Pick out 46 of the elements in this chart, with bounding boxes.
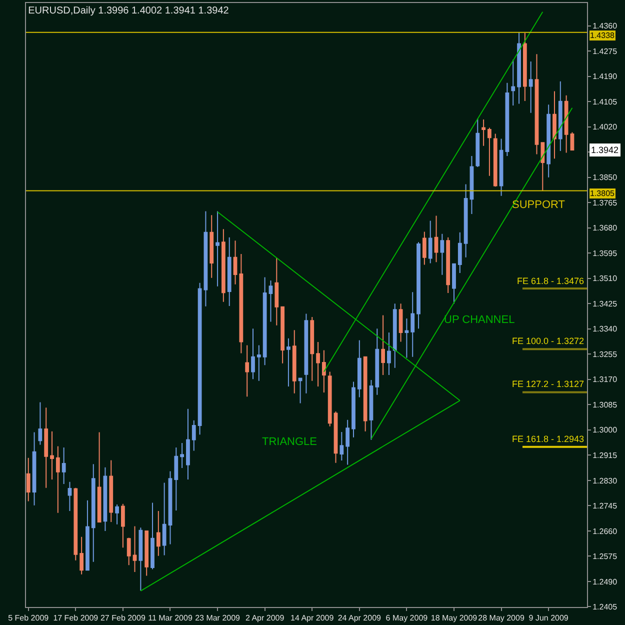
x-tick-label: 11 Mar 2009 (148, 614, 193, 623)
x-tick-label: 28 May 2009 (478, 614, 525, 623)
annotation: TRIANGLE (262, 436, 318, 448)
y-tick-label: 1.3085 (592, 400, 618, 410)
x-tick-label: 14 Apr 2009 (290, 614, 334, 623)
y-tick-label: 1.3765 (592, 198, 618, 208)
annotation: 1.3942 (591, 145, 619, 155)
y-tick-label: 1.2915 (592, 450, 618, 460)
x-tick-label: 18 May 2009 (430, 614, 478, 623)
y-tick-label: 1.3510 (592, 274, 618, 284)
x-tick-label: 5 Feb 2009 (8, 614, 50, 623)
y-tick-label: 1.3850 (592, 173, 618, 182)
y-tick-label: 1.4275 (592, 46, 618, 56)
ref-line-label: FE 61.8 - 1.3476 (517, 276, 584, 286)
x-tick-label: 27 Feb 2009 (100, 614, 146, 623)
y-tick-label: 1.3680 (592, 224, 618, 233)
y-tick-label: 1.2830 (592, 476, 618, 486)
y-tick-label: 1.3340 (592, 324, 618, 334)
y-tick-label: 1.4105 (592, 97, 618, 106)
y-tick-label: 1.2575 (592, 552, 618, 561)
y-tick-label: 1.2745 (592, 501, 618, 510)
x-tick-label: 24 Apr 2009 (338, 614, 382, 623)
y-tick-label: 1.3170 (592, 375, 618, 384)
ref-line-label: FE 127.2 - 1.3127 (512, 379, 584, 389)
y-tick-label: 1.3595 (592, 248, 618, 258)
y-tick-label: 1.3255 (592, 350, 618, 359)
y-tick-label: 1.4360 (592, 22, 618, 31)
annotation: UP CHANNEL (444, 314, 515, 326)
y-tick-label: 1.2490 (592, 577, 618, 586)
ref-line-label: FE 100.0 - 1.3272 (512, 336, 584, 346)
y-tick-label: 1.4020 (592, 122, 618, 132)
y-tick-label: 1.2405 (592, 602, 618, 612)
y-tick-label: 1.4190 (592, 72, 618, 82)
x-tick-label: 2 Apr 2009 (245, 614, 285, 623)
y-tick-label: 1.3000 (592, 426, 618, 435)
y-tick-label: 1.3425 (592, 299, 618, 308)
x-tick-label: 17 Feb 2009 (53, 614, 99, 623)
y-tick-label: 1.2660 (592, 526, 618, 536)
x-tick-label: 6 May 2009 (386, 614, 428, 623)
ref-line-label: FE 161.8 - 1.2943 (512, 434, 584, 444)
ref-line-label: 1.3805 (590, 189, 616, 198)
ref-line-label: 1.4338 (590, 31, 616, 40)
x-tick-label: 9 Jun 2009 (528, 614, 569, 623)
x-tick-label: 23 Mar 2009 (195, 614, 241, 623)
chart-title: EURUSD,Daily 1.3996 1.4002 1.3941 1.3942 (28, 5, 230, 16)
annotation: SUPPORT (512, 199, 566, 211)
